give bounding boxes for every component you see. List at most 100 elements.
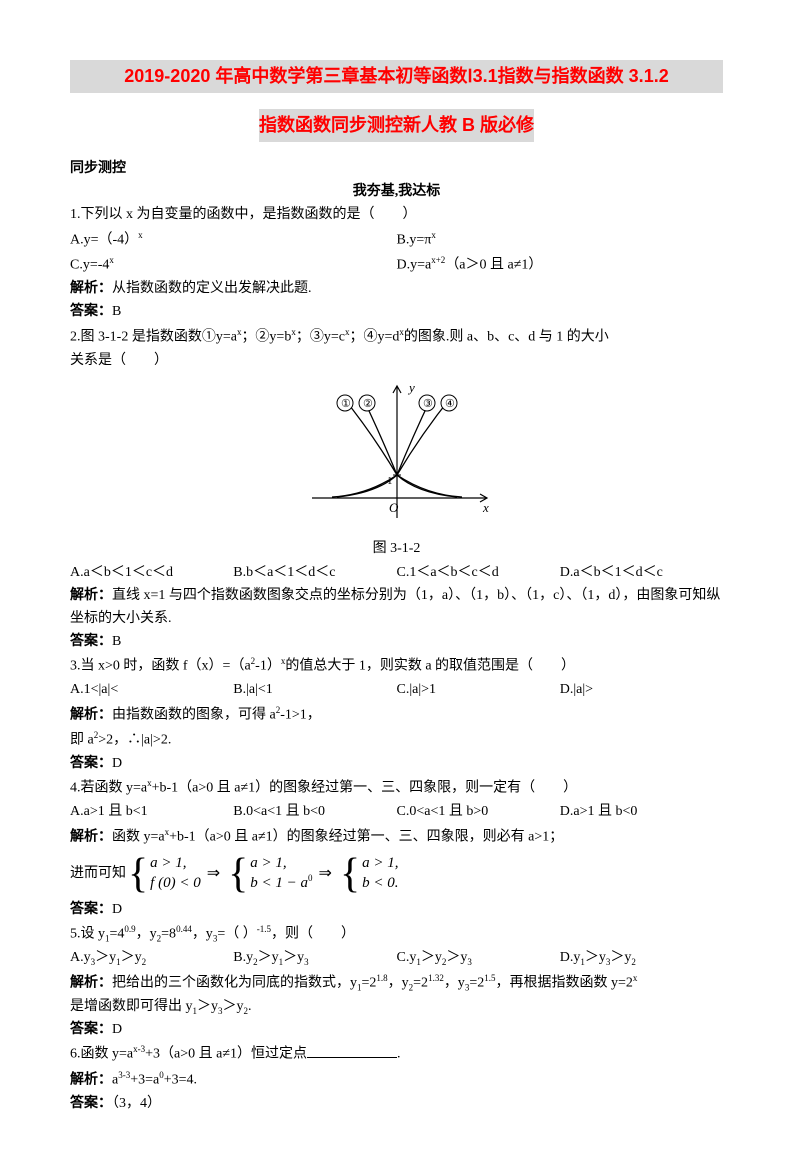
- q1-answer: 答案：B: [70, 301, 723, 323]
- b2-bot-a: b < 1 − a: [250, 875, 308, 891]
- left-brace-icon: {: [228, 853, 248, 895]
- blank-line: [307, 1057, 397, 1058]
- q3-analysis-line2: 即 a2>2，∴|a|>2.: [70, 728, 723, 752]
- q4-answer: 答案：D: [70, 899, 723, 921]
- sup-exp3: -1.5: [257, 924, 271, 934]
- svg-text:④: ④: [445, 398, 455, 410]
- answer-label: 答案：: [70, 902, 112, 917]
- b1-bot: f (0) < 0: [150, 874, 201, 894]
- sub: 2: [631, 957, 636, 967]
- q5-stem-c: ，y: [136, 927, 157, 942]
- sup-x: x: [109, 255, 114, 265]
- t: ＞y: [421, 950, 442, 965]
- q2-stem-line2: 关系是（ ）: [70, 350, 723, 372]
- q1-optD-text: D.y=a: [397, 257, 432, 272]
- q1-analysis: 解析：从指数函数的定义出发解决此题.: [70, 278, 723, 300]
- q1-optA: A.y=（-4）x: [70, 228, 397, 252]
- q4-leadin: 进而可知: [70, 863, 126, 885]
- sup: 1.5: [484, 973, 495, 983]
- q3-optB: B.|a|<1: [233, 679, 396, 701]
- q3-optD: D.|a|>: [560, 679, 723, 701]
- q2-stem-tail: 的图象.则 a、b、c、d 与 1 的大小: [404, 329, 609, 344]
- q3-ans-text: D: [112, 756, 122, 771]
- q5-answer: 答案：D: [70, 1019, 723, 1041]
- q5-opts: A.y3＞y1＞y2 B.y2＞y1＞y3 C.y1＞y2＞y3 D.y1＞y3…: [70, 947, 723, 969]
- left-brace-icon: {: [128, 853, 148, 895]
- q1-optD-suffix: （a＞0 且 a≠1）: [445, 257, 542, 272]
- q4-optA: A.a>1 且 b<1: [70, 801, 233, 823]
- sup-x: x: [431, 230, 436, 240]
- q2-stem-c: ；③y=c: [296, 329, 345, 344]
- sync-label: 同步测控: [70, 158, 723, 180]
- q2-optA: A.a＜b＜1＜c＜d: [70, 562, 233, 584]
- svg-text:①: ①: [341, 398, 351, 410]
- b2-top: a > 1,: [250, 854, 312, 874]
- answer-label: 答案：: [70, 634, 112, 649]
- b2-bot: b < 1 − a0: [250, 873, 312, 894]
- t: ，y: [444, 975, 465, 990]
- arrow-icon: ⇒: [319, 861, 332, 887]
- q6-ans-text: （3，4）: [112, 1096, 161, 1111]
- q1-optC-text: C.y=-4: [70, 257, 109, 272]
- q2-stem-a: 2.图 3-1-2 是指数函数①y=a: [70, 329, 237, 344]
- subtitle-wrap: 指数函数同步测控新人教 B 版必修: [70, 109, 723, 150]
- svg-text:x: x: [482, 500, 489, 515]
- q1-optA-text: A.y=（-4）: [70, 232, 138, 247]
- sup-x2: x+2: [431, 255, 445, 265]
- q4-analysis-b: +b-1（a>0 且 a≠1）的图象经过第一、三、四象限，则必有 a>1；: [169, 829, 563, 844]
- q6-stem: 6.函数 y=ax-3+3（a>0 且 a≠1）恒过定点.: [70, 1042, 723, 1066]
- q4-analysis: 解析：函数 y=ax+b-1（a>0 且 a≠1）的图象经过第一、三、四象限，则…: [70, 825, 723, 849]
- q4-brace-expression: 进而可知 { a > 1, f (0) < 0 ⇒ { a > 1, b < 1…: [70, 853, 723, 895]
- t: A.y: [70, 950, 91, 965]
- q5-stem-a: 5.设 y: [70, 927, 105, 942]
- t: ＞y: [446, 950, 467, 965]
- q5-stem-b: =4: [110, 927, 125, 942]
- q4-ans-text: D: [112, 902, 122, 917]
- sup: 1.8: [376, 973, 387, 983]
- q2-analysis: 解析：直线 x=1 与四个指数函数图象交点的坐标分别为（1，a）、（1，b）、（…: [70, 585, 723, 630]
- svg-text:O: O: [389, 500, 399, 515]
- q5-optD: D.y1＞y3＞y2: [560, 947, 723, 969]
- sup-x: x: [633, 973, 638, 983]
- t: ＞y: [197, 999, 218, 1014]
- b1-top: a > 1,: [150, 854, 201, 874]
- q5-analysis-line2: 是增函数即可得出 y1＞y3＞y2.: [70, 996, 723, 1018]
- sup-exp1: 0.9: [124, 924, 135, 934]
- t: ，再根据指数函数 y=2: [495, 975, 632, 990]
- t: ＞y: [610, 950, 631, 965]
- t: +3=a: [130, 1072, 159, 1087]
- q3-stem: 3.当 x>0 时，函数 f（x）=（a2-1）x的值总大于 1，则实数 a 的…: [70, 654, 723, 678]
- sub: 2: [142, 957, 147, 967]
- svg-text:y: y: [407, 380, 415, 395]
- sub: 3: [467, 957, 472, 967]
- q3-answer: 答案：D: [70, 753, 723, 775]
- q4-opts: A.a>1 且 b<1 B.0<a<1 且 b<0 C.0<a<1 且 b>0 …: [70, 801, 723, 823]
- q3-analysis: 解析：由指数函数的图象，可得 a2-1>1，: [70, 703, 723, 727]
- q2-opts: A.a＜b＜1＜c＜d B.b＜a＜1＜d＜c C.1＜a＜b＜c＜d D.a＜…: [70, 562, 723, 584]
- sup-exp2: 0.44: [176, 924, 192, 934]
- t: =2: [362, 975, 377, 990]
- t: =2: [413, 975, 428, 990]
- t: ＞y: [223, 999, 244, 1014]
- svg-text:②: ②: [363, 398, 373, 410]
- q5-stem-d: =8: [161, 927, 176, 942]
- analysis-label: 解析：: [70, 1072, 112, 1087]
- q1-optD: D.y=ax+2（a＞0 且 a≠1）: [397, 253, 724, 277]
- answer-label: 答案：: [70, 304, 112, 319]
- t: 是增函数即可得出 y: [70, 999, 193, 1014]
- q1-optB-text: B.y=π: [397, 232, 432, 247]
- sup: 1.32: [428, 973, 444, 983]
- t: D.y: [560, 950, 581, 965]
- arrow-icon: ⇒: [207, 861, 220, 887]
- q6-stem-b: +3（a>0 且 a≠1）恒过定点: [145, 1047, 307, 1062]
- q1-ans-text: B: [112, 304, 121, 319]
- sup-3-3: 3-3: [118, 1070, 130, 1080]
- q3-optA: A.1<|a|<: [70, 679, 233, 701]
- sup-0: 0: [308, 873, 313, 883]
- q4-optD: D.a>1 且 b<0: [560, 801, 723, 823]
- q4-analysis-a: 函数 y=a: [112, 829, 165, 844]
- sub: 3: [304, 957, 309, 967]
- q2-figure: y x O 1 ① ② ③ ④: [70, 378, 723, 536]
- q3-opts: A.1<|a|< B.|a|<1 C.|a|>1 D.|a|>: [70, 679, 723, 701]
- q2-stem-b: ；②y=b: [241, 329, 291, 344]
